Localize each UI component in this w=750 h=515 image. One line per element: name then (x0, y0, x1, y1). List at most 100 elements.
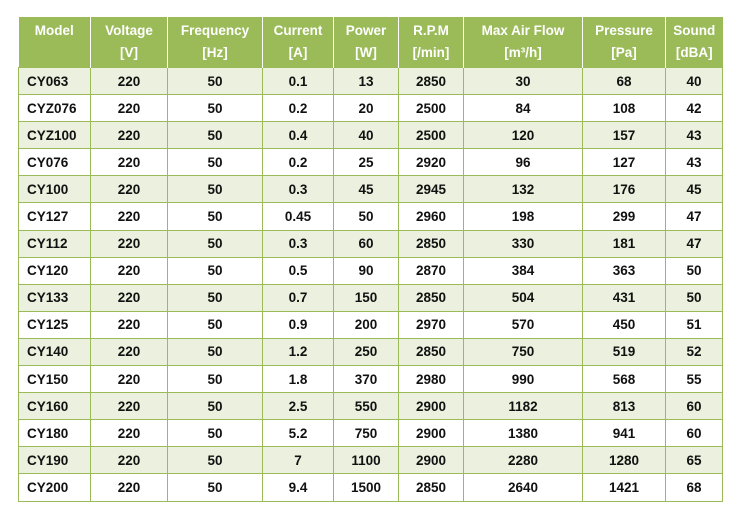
value-cell: 0.4 (262, 121, 334, 150)
model-cell: CY180 (18, 419, 91, 448)
value-cell: 1182 (463, 392, 583, 421)
value-cell: 2920 (398, 148, 464, 177)
value-cell: 220 (90, 66, 168, 96)
value-cell: 2980 (398, 365, 464, 394)
column-unit: [A] (288, 45, 308, 60)
value-cell: 220 (90, 283, 168, 312)
column-header: Current [A] (262, 17, 334, 68)
value-cell: 0.5 (262, 256, 334, 285)
model-cell: CYZ100 (18, 121, 91, 150)
value-cell: 200 (333, 310, 399, 339)
value-cell: 45 (665, 175, 723, 204)
value-cell: 0.2 (262, 94, 334, 123)
value-cell: 299 (582, 202, 666, 231)
value-cell: 2850 (398, 66, 464, 96)
value-cell: 68 (582, 66, 666, 96)
value-cell: 0.7 (262, 283, 334, 312)
value-cell: 47 (665, 229, 723, 258)
column-name: Power (345, 23, 387, 38)
value-cell: 2500 (398, 121, 464, 150)
column-unit: [dBA] (675, 45, 713, 60)
value-cell: 220 (90, 148, 168, 177)
table-row: CY190 220 50 7 1100 2900 2280 1280 65 (18, 446, 723, 475)
value-cell: 50 (665, 256, 723, 285)
model-cell: CY100 (18, 175, 91, 204)
column-name: Sound (673, 23, 716, 38)
model-cell: CY112 (18, 229, 91, 258)
value-cell: 2870 (398, 256, 464, 285)
table-row: CY100 220 50 0.3 45 2945 132 176 45 (18, 175, 723, 204)
value-cell: 504 (463, 283, 583, 312)
table-row: CY076 220 50 0.2 25 2920 96 127 43 (18, 148, 723, 177)
value-cell: 220 (90, 446, 168, 475)
value-cell: 50 (167, 310, 263, 339)
column-header: Sound [dBA] (665, 17, 723, 68)
value-cell: 0.45 (262, 202, 334, 231)
table-row: CY150 220 50 1.8 370 2980 990 568 55 (18, 365, 723, 394)
value-cell: 50 (167, 121, 263, 150)
value-cell: 25 (333, 148, 399, 177)
column-name: Current (273, 23, 323, 38)
table-wrap: Model Voltage [V] Frequency [Hz] Current [A] P… (18, 17, 723, 502)
model-cell: CY150 (18, 365, 91, 394)
table-row: CY160 220 50 2.5 550 2900 1182 813 60 (18, 392, 723, 421)
table-row: CY112 220 50 0.3 60 2850 330 181 47 (18, 229, 723, 258)
value-cell: 2850 (398, 473, 464, 502)
value-cell: 150 (333, 283, 399, 312)
model-cell: CY133 (18, 283, 91, 312)
value-cell: 7 (262, 446, 334, 475)
model-cell: CY160 (18, 392, 91, 421)
value-cell: 50 (167, 94, 263, 123)
model-cell: CY063 (18, 66, 91, 96)
value-cell: 220 (90, 337, 168, 367)
value-cell: 220 (90, 419, 168, 448)
value-cell: 1500 (333, 473, 399, 502)
value-cell: 450 (582, 310, 666, 339)
value-cell: 431 (582, 283, 666, 312)
value-cell: 5.2 (262, 419, 334, 448)
value-cell: 43 (665, 121, 723, 150)
value-cell: 55 (665, 365, 723, 394)
value-cell: 750 (463, 337, 583, 367)
value-cell: 120 (463, 121, 583, 150)
column-header: R.P.M [/min] (398, 17, 464, 68)
table-row: CY125 220 50 0.9 200 2970 570 450 51 (18, 310, 723, 339)
column-name: Max Air Flow (481, 23, 565, 38)
column-unit: [V] (120, 45, 138, 60)
value-cell: 84 (463, 94, 583, 123)
value-cell: 50 (665, 283, 723, 312)
value-cell: 384 (463, 256, 583, 285)
value-cell: 2900 (398, 419, 464, 448)
header-row: Model Voltage [V] Frequency [Hz] Current [A] P… (18, 17, 723, 68)
value-cell: 20 (333, 94, 399, 123)
value-cell: 2900 (398, 392, 464, 421)
value-cell: 220 (90, 94, 168, 123)
column-name: Voltage (105, 23, 153, 38)
column-unit: [/min] (412, 45, 450, 60)
value-cell: 30 (463, 66, 583, 96)
value-cell: 96 (463, 148, 583, 177)
table-row: CY140 220 50 1.2 250 2850 750 519 52 (18, 337, 723, 367)
value-cell: 176 (582, 175, 666, 204)
model-cell: CY140 (18, 337, 91, 367)
value-cell: 220 (90, 121, 168, 150)
column-header: Max Air Flow [m³/h] (463, 17, 583, 68)
value-cell: 2850 (398, 229, 464, 258)
value-cell: 1.8 (262, 365, 334, 394)
column-header: Pressure [Pa] (582, 17, 666, 68)
value-cell: 750 (333, 419, 399, 448)
model-cell: CY200 (18, 473, 91, 502)
value-cell: 570 (463, 310, 583, 339)
model-cell: CY127 (18, 202, 91, 231)
value-cell: 181 (582, 229, 666, 258)
column-header: Power [W] (333, 17, 399, 68)
value-cell: 42 (665, 94, 723, 123)
value-cell: 2945 (398, 175, 464, 204)
value-cell: 127 (582, 148, 666, 177)
value-cell: 2.5 (262, 392, 334, 421)
value-cell: 220 (90, 392, 168, 421)
value-cell: 220 (90, 256, 168, 285)
value-cell: 330 (463, 229, 583, 258)
value-cell: 60 (333, 229, 399, 258)
table-row: CY180 220 50 5.2 750 2900 1380 941 60 (18, 419, 723, 448)
